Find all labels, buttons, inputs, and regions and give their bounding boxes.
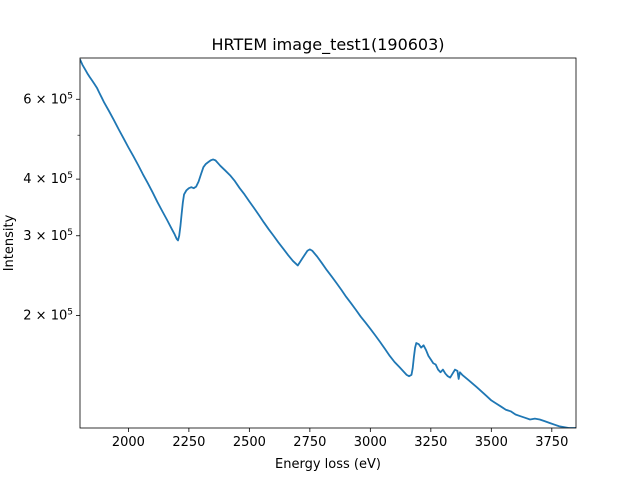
x-tick-label: 2000 xyxy=(112,435,145,450)
x-tick-label: 3250 xyxy=(414,435,447,450)
x-tick-label: 3750 xyxy=(535,435,568,450)
y-tick-label: 2 × 105 xyxy=(23,308,73,324)
y-tick-label: 6 × 105 xyxy=(23,91,73,107)
y-tick-label-base: 2 × 10 xyxy=(23,309,67,324)
plot-frame xyxy=(79,57,577,429)
x-tick-label: 3000 xyxy=(354,435,387,450)
y-tick-label: 4 × 105 xyxy=(23,171,73,187)
x-axis-label: Energy loss (eV) xyxy=(275,457,381,472)
y-tick-label-base: 3 × 10 xyxy=(23,229,67,244)
x-tick-label: 3500 xyxy=(475,435,508,450)
y-tick-label-exponent: 5 xyxy=(67,308,73,318)
x-tick-label: 2500 xyxy=(233,435,266,450)
y-tick-label-exponent: 5 xyxy=(67,91,73,101)
y-tick-label: 3 × 105 xyxy=(23,228,73,244)
series-line xyxy=(80,58,576,428)
y-tick-label-base: 6 × 10 xyxy=(23,92,67,107)
y-axis-label: Intensity xyxy=(2,214,17,271)
x-tick-label: 2750 xyxy=(293,435,326,450)
chart-title: HRTEM image_test1(190603) xyxy=(211,35,444,55)
y-tick-label-base: 4 × 10 xyxy=(23,172,67,187)
x-tick-label: 2250 xyxy=(172,435,205,450)
y-tick-label-exponent: 5 xyxy=(67,228,73,238)
y-tick-label-exponent: 5 xyxy=(67,171,73,181)
